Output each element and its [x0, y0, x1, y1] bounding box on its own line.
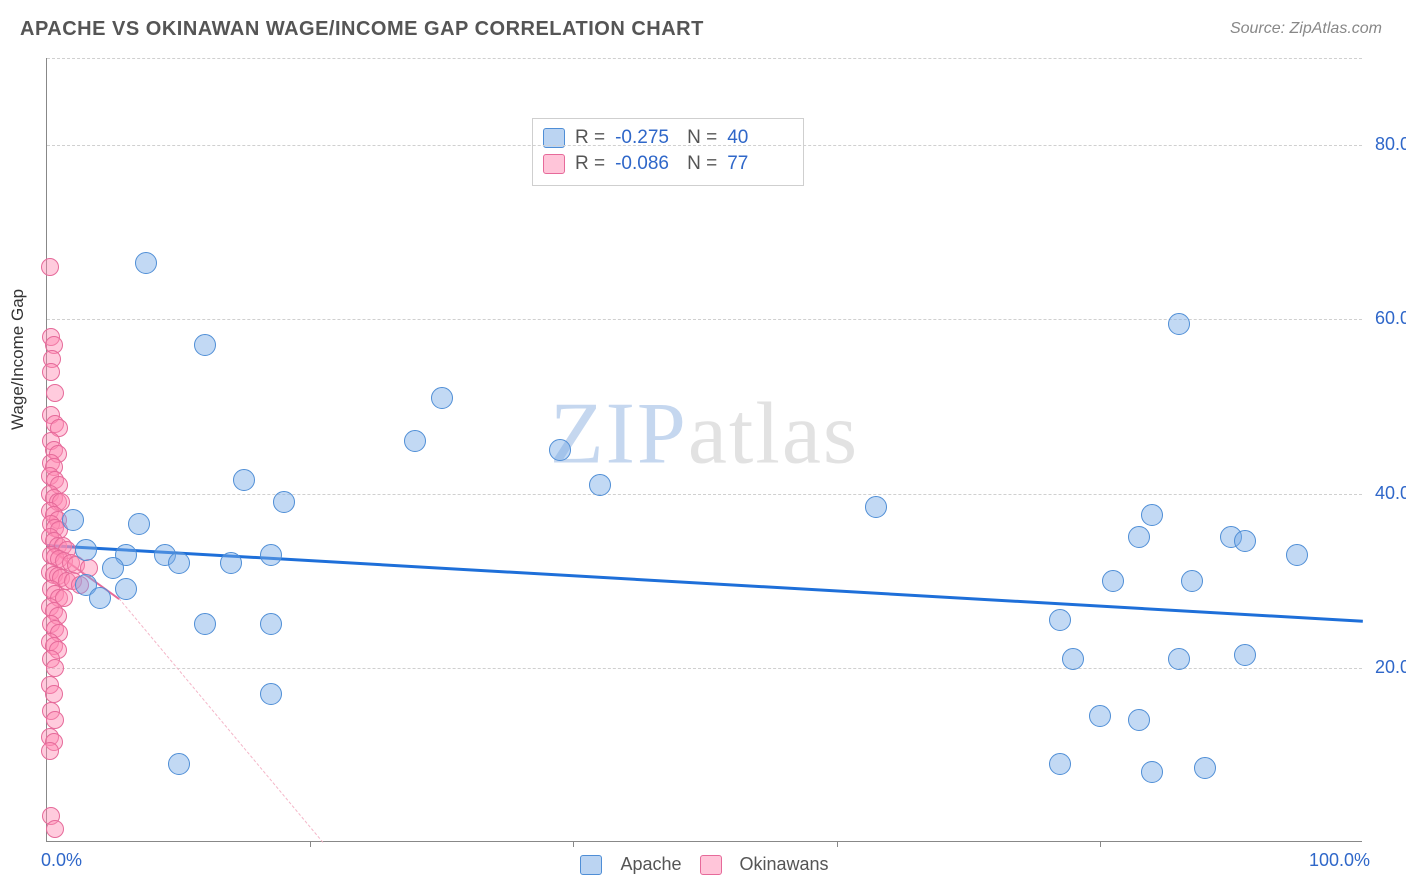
y-tick-label: 80.0%: [1375, 134, 1406, 155]
legend-row-okinawans: R = -0.086 N = 77: [543, 151, 789, 177]
scatter-point: [589, 474, 611, 496]
scatter-point: [1194, 757, 1216, 779]
swatch-pink-icon: [700, 855, 722, 875]
watermark: ZIPatlas: [550, 383, 859, 484]
y-tick-label: 40.0%: [1375, 483, 1406, 504]
source-credit: Source: ZipAtlas.com: [1230, 20, 1382, 38]
y-tick-label: 60.0%: [1375, 308, 1406, 329]
regression-line: [47, 544, 1363, 623]
regression-line: [119, 598, 324, 843]
x-tick-label: 0.0%: [41, 850, 82, 871]
scatter-point: [41, 742, 59, 760]
scatter-point: [273, 491, 295, 513]
scatter-point: [45, 685, 63, 703]
scatter-point: [41, 258, 59, 276]
scatter-point: [404, 430, 426, 452]
scatter-point: [42, 363, 60, 381]
scatter-point: [46, 711, 64, 729]
scatter-point: [1286, 544, 1308, 566]
scatter-point: [1141, 504, 1163, 526]
scatter-point: [75, 539, 97, 561]
scatter-point: [46, 820, 64, 838]
scatter-point: [194, 334, 216, 356]
scatter-point: [1102, 570, 1124, 592]
legend-r-value: -0.086: [615, 153, 677, 175]
scatter-point: [1141, 761, 1163, 783]
scatter-point: [1049, 609, 1071, 631]
legend-n-value: 77: [727, 153, 789, 175]
scatter-point: [1062, 648, 1084, 670]
legend-n-label: N =: [687, 153, 717, 175]
y-tick-label: 20.0%: [1375, 657, 1406, 678]
legend-row-apache: R = -0.275 N = 40: [543, 125, 789, 151]
scatter-point: [46, 384, 64, 402]
scatter-point: [128, 513, 150, 535]
scatter-plot-area: ZIPatlas R = -0.275 N = 40 R = -0.086 N …: [46, 58, 1362, 842]
scatter-point: [260, 683, 282, 705]
scatter-point: [1049, 753, 1071, 775]
scatter-point: [1128, 526, 1150, 548]
scatter-point: [233, 469, 255, 491]
x-tick: [310, 841, 311, 847]
scatter-point: [1128, 709, 1150, 731]
scatter-point: [260, 544, 282, 566]
watermark-zip: ZIP: [550, 385, 688, 482]
x-tick: [1100, 841, 1101, 847]
chart-title: APACHE VS OKINAWAN WAGE/INCOME GAP CORRE…: [20, 18, 704, 41]
scatter-point: [102, 557, 124, 579]
scatter-point: [1234, 644, 1256, 666]
x-tick-label: 100.0%: [1309, 850, 1370, 871]
scatter-point: [1234, 530, 1256, 552]
scatter-point: [549, 439, 571, 461]
scatter-point: [194, 613, 216, 635]
legend-r-label: R =: [575, 153, 605, 175]
scatter-point: [135, 252, 157, 274]
y-axis-label: Wage/Income Gap: [8, 289, 28, 430]
legend-label-okinawans: Okinawans: [740, 854, 829, 875]
watermark-atlas: atlas: [688, 385, 859, 482]
scatter-point: [1168, 313, 1190, 335]
scatter-point: [1181, 570, 1203, 592]
scatter-point: [89, 587, 111, 609]
scatter-point: [115, 578, 137, 600]
scatter-point: [62, 509, 84, 531]
gridline: [47, 319, 1362, 320]
scatter-point: [168, 753, 190, 775]
legend-label-apache: Apache: [620, 854, 681, 875]
scatter-point: [865, 496, 887, 518]
gridline: [47, 58, 1362, 59]
scatter-point: [1089, 705, 1111, 727]
swatch-blue-icon: [580, 855, 602, 875]
scatter-point: [46, 659, 64, 677]
scatter-point: [431, 387, 453, 409]
gridline: [47, 494, 1362, 495]
scatter-point: [260, 613, 282, 635]
scatter-point: [168, 552, 190, 574]
series-legend: Apache Okinawans: [47, 854, 1362, 875]
scatter-point: [220, 552, 242, 574]
scatter-point: [1168, 648, 1190, 670]
x-tick: [837, 841, 838, 847]
correlation-legend: R = -0.275 N = 40 R = -0.086 N = 77: [532, 118, 804, 186]
swatch-pink-icon: [543, 154, 565, 174]
gridline: [47, 145, 1362, 146]
gridline: [47, 668, 1362, 669]
x-tick: [573, 841, 574, 847]
